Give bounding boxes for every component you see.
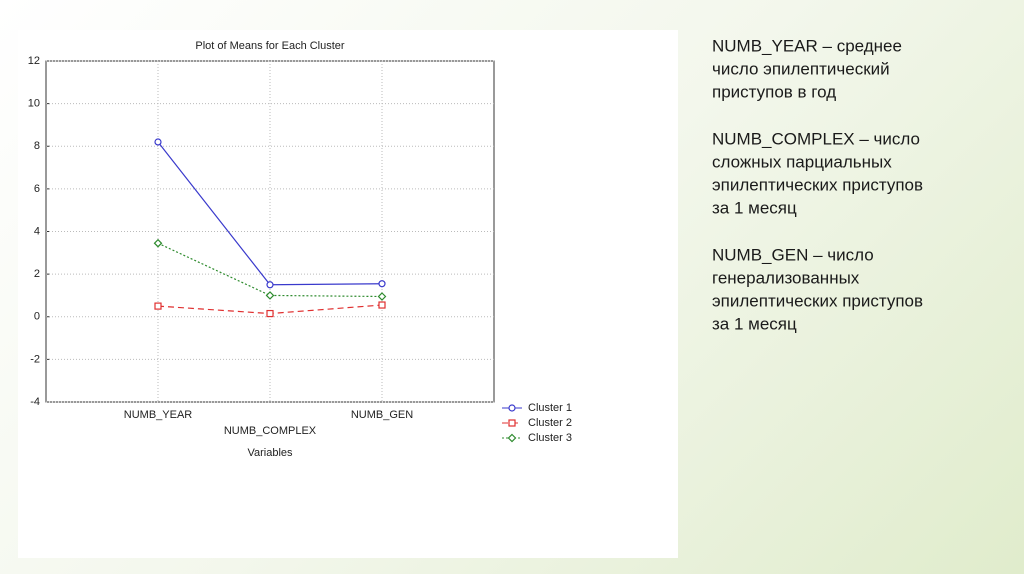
note-line: генерализованных xyxy=(712,268,860,287)
data-point xyxy=(154,302,162,310)
x-tick-label: NUMB_YEAR xyxy=(124,409,193,421)
chart-title: Plot of Means for Each Cluster xyxy=(195,40,345,52)
note-line: число эпилептический xyxy=(712,59,890,78)
x-tick-label: NUMB_GEN xyxy=(351,409,413,421)
y-tick-label: 2 xyxy=(34,268,40,280)
y-tick-label: 12 xyxy=(28,55,40,67)
y-tick-label: -2 xyxy=(30,353,40,365)
data-point xyxy=(378,280,386,288)
legend-label: Cluster 3 xyxy=(528,432,572,444)
chart-panel xyxy=(18,30,678,558)
note-line: NUMB_YEAR – среднее xyxy=(712,36,902,55)
data-point xyxy=(265,291,275,300)
note-line: эпилептических приступов xyxy=(712,291,923,310)
data-point xyxy=(377,292,387,301)
y-tick-label: 10 xyxy=(28,98,40,110)
legend-label: Cluster 1 xyxy=(528,402,572,414)
y-tick-label: 0 xyxy=(34,311,40,323)
series-line xyxy=(157,242,383,298)
note-line: за 1 месяц xyxy=(712,198,797,217)
data-point xyxy=(378,301,386,309)
note-line: приступов в год xyxy=(712,82,836,101)
legend-marker xyxy=(508,404,516,412)
x-tick-label: NUMB_COMPLEX xyxy=(224,425,317,437)
x-axis-label: Variables xyxy=(247,447,293,459)
data-point xyxy=(266,281,274,289)
data-point xyxy=(266,309,274,318)
data-point xyxy=(154,138,162,146)
note-line: эпилептических приступов xyxy=(712,175,923,194)
legend-label: Cluster 2 xyxy=(528,417,572,429)
y-tick-label: 6 xyxy=(34,183,40,195)
y-tick-label: 8 xyxy=(34,140,40,152)
legend-marker xyxy=(508,419,516,427)
note-line: за 1 месяц xyxy=(712,314,797,333)
legend-marker xyxy=(507,433,517,443)
note-line: NUMB_COMPLEX – число xyxy=(712,129,920,148)
data-point xyxy=(153,238,163,248)
y-tick-label: -4 xyxy=(30,396,40,408)
note-line: сложных парциальных xyxy=(712,152,892,171)
y-tick-label: 4 xyxy=(34,225,40,237)
note-line: NUMB_GEN – число xyxy=(712,245,874,264)
